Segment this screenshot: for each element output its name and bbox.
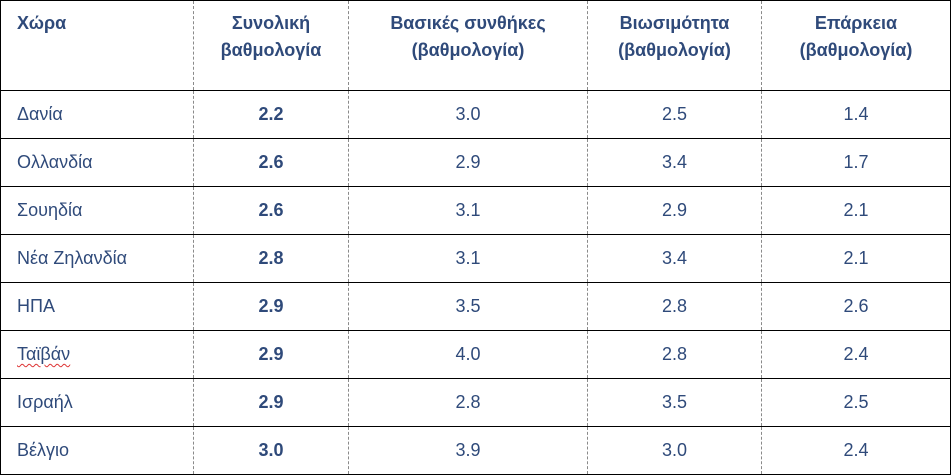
table-row: Βέλγιο 3.0 3.9 3.0 2.4 [0, 426, 951, 475]
sustainability-score-cell: 3.5 [587, 378, 762, 427]
header-country: Χώρα [0, 0, 194, 91]
adequacy-score-cell: 2.5 [761, 378, 951, 427]
sustainability-score-cell: 3.0 [587, 426, 762, 475]
header-country-line1: Χώρα [17, 13, 67, 33]
sustainability-score-cell: 3.4 [587, 234, 762, 283]
table-row: Ολλανδία 2.6 2.9 3.4 1.7 [0, 138, 951, 187]
total-score-cell: 2.8 [193, 234, 349, 283]
table-row: ΗΠΑ 2.9 3.5 2.8 2.6 [0, 282, 951, 331]
country-cell: Ισραήλ [0, 378, 194, 427]
sustainability-score-cell: 2.8 [587, 282, 762, 331]
basic-score-cell: 4.0 [348, 330, 588, 379]
adequacy-score-cell: 2.6 [761, 282, 951, 331]
country-cell: Βέλγιο [0, 426, 194, 475]
header-basic-line2: (βαθμολογία) [411, 40, 525, 60]
total-score-cell: 3.0 [193, 426, 349, 475]
basic-score-cell: 3.9 [348, 426, 588, 475]
adequacy-score-cell: 1.7 [761, 138, 951, 187]
sustainability-score-cell: 3.4 [587, 138, 762, 187]
spellcheck-flagged-text: Ταϊβάν [17, 344, 71, 364]
table-row: Ταϊβάν 2.9 4.0 2.8 2.4 [0, 330, 951, 379]
basic-score-cell: 2.8 [348, 378, 588, 427]
header-adequacy-line2: (βαθμολογία) [799, 40, 913, 60]
sustainability-score-cell: 2.8 [587, 330, 762, 379]
sustainability-score-cell: 2.5 [587, 90, 762, 139]
country-cell: ΗΠΑ [0, 282, 194, 331]
country-cell: Σουηδία [0, 186, 194, 235]
sustainability-score-cell: 2.9 [587, 186, 762, 235]
basic-score-cell: 3.5 [348, 282, 588, 331]
header-total: Συνολική βαθμολογία [193, 0, 349, 91]
header-adequacy: Επάρκεια (βαθμολογία) [761, 0, 951, 91]
adequacy-score-cell: 2.4 [761, 330, 951, 379]
basic-score-cell: 3.1 [348, 186, 588, 235]
basic-score-cell: 3.1 [348, 234, 588, 283]
header-basic-line1: Βασικές συνθήκες [390, 13, 546, 33]
country-cell: Ολλανδία [0, 138, 194, 187]
table-row: Δανία 2.2 3.0 2.5 1.4 [0, 90, 951, 139]
country-cell: Δανία [0, 90, 194, 139]
header-sustainability-line2: (βαθμολογία) [618, 40, 731, 60]
adequacy-score-cell: 1.4 [761, 90, 951, 139]
country-cell: Νέα Ζηλανδία [0, 234, 194, 283]
total-score-cell: 2.6 [193, 186, 349, 235]
adequacy-score-cell: 2.4 [761, 426, 951, 475]
basic-score-cell: 2.9 [348, 138, 588, 187]
country-cell: Ταϊβάν [0, 330, 194, 379]
adequacy-score-cell: 2.1 [761, 186, 951, 235]
total-score-cell: 2.9 [193, 330, 349, 379]
total-score-cell: 2.9 [193, 282, 349, 331]
header-sustainability-line1: Βιωσιμότητα [619, 13, 730, 33]
header-row: Χώρα Συνολική βαθμολογία Βασικές συνθήκε… [0, 0, 951, 91]
header-total-line2: βαθμολογία [220, 40, 322, 60]
header-total-line1: Συνολική [231, 13, 311, 33]
adequacy-score-cell: 2.1 [761, 234, 951, 283]
table-row: Νέα Ζηλανδία 2.8 3.1 3.4 2.1 [0, 234, 951, 283]
table-row: Ισραήλ 2.9 2.8 3.5 2.5 [0, 378, 951, 427]
header-sustainability: Βιωσιμότητα (βαθμολογία) [587, 0, 762, 91]
total-score-cell: 2.2 [193, 90, 349, 139]
total-score-cell: 2.9 [193, 378, 349, 427]
header-basic: Βασικές συνθήκες (βαθμολογία) [348, 0, 588, 91]
basic-score-cell: 3.0 [348, 90, 588, 139]
total-score-cell: 2.6 [193, 138, 349, 187]
table-row: Σουηδία 2.6 3.1 2.9 2.1 [0, 186, 951, 235]
header-adequacy-line1: Επάρκεια [814, 13, 898, 33]
